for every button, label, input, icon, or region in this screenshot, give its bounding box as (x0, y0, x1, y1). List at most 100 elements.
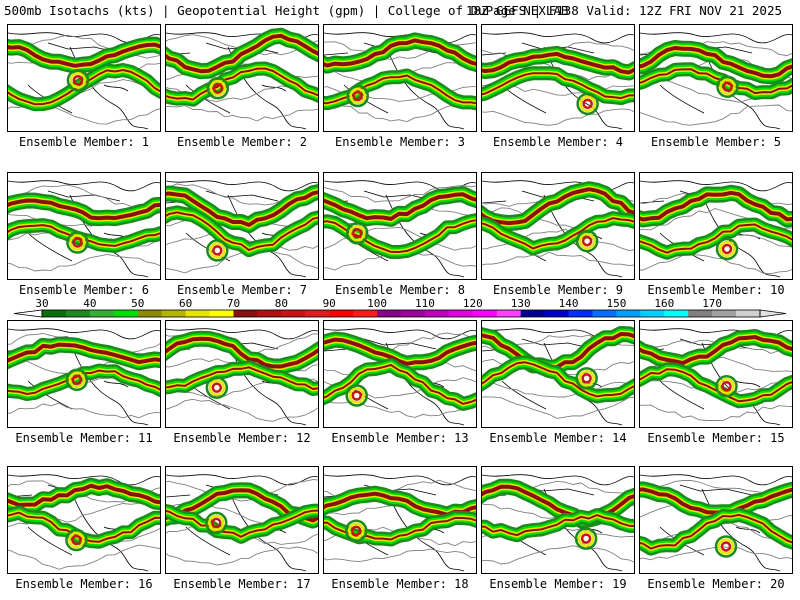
colorbar-swatch (712, 310, 737, 317)
ensemble-member-map (165, 172, 319, 280)
ensemble-member-map (323, 320, 477, 428)
colorbar-tick-label: 90 (323, 297, 336, 310)
cutoff-low (206, 76, 230, 100)
colorbar-swatch (377, 310, 402, 317)
ensemble-member-label: Ensemble Member: 6 (18, 283, 150, 297)
ensemble-member-label: Ensemble Member: 18 (331, 577, 469, 591)
cutoff-low (350, 525, 362, 537)
cutoff-low (68, 531, 85, 549)
cutoff-low (66, 69, 90, 92)
cutoff-low (205, 511, 228, 535)
height-contour (8, 402, 160, 419)
height-contour (482, 228, 634, 251)
colorbar-swatch (544, 310, 570, 317)
colorbar-swatch (640, 310, 665, 317)
colorbar-swatch (113, 310, 139, 317)
ensemble-member-map (7, 24, 161, 132)
colorbar-swatch (65, 310, 91, 317)
colorbar-tick-label: 140 (559, 297, 579, 310)
cutoff-low (582, 98, 593, 110)
cutoff-low (65, 368, 89, 392)
cutoff-low (69, 234, 86, 251)
isotach-band (166, 67, 318, 101)
isotach-band (482, 217, 634, 250)
cutoff-low (351, 390, 362, 401)
height-contour (8, 253, 160, 272)
colorbar-swatch (592, 310, 617, 317)
colorbar-tick-label: 70 (227, 297, 240, 310)
ensemble-member-map (323, 466, 477, 574)
ensemble-member-label: Ensemble Member: 15 (647, 431, 785, 445)
colorbar-right-arrow (759, 309, 787, 318)
cutoff-low (718, 240, 736, 258)
cutoff-low (345, 384, 368, 407)
cutoff-low (581, 373, 592, 384)
cutoff-low (579, 95, 596, 113)
isotach-band (482, 361, 634, 398)
cutoff-low (347, 522, 365, 540)
colorbar-swatch (736, 310, 761, 317)
ensemble-member-label: Ensemble Member: 19 (489, 577, 627, 591)
cutoff-low (68, 371, 86, 389)
isotach-band (8, 342, 160, 365)
cutoff-low (578, 370, 595, 387)
height-contour (482, 396, 634, 419)
cutoff-low (69, 72, 87, 89)
isotach-band (482, 51, 634, 75)
ensemble-member-label: Ensemble Member: 7 (176, 283, 308, 297)
cutoff-low (209, 79, 227, 97)
isotach-band (8, 42, 160, 68)
isotach-band (324, 38, 476, 68)
ensemble-member-map (165, 466, 319, 574)
colorbar-swatch (185, 310, 211, 317)
cutoff-low (721, 243, 733, 255)
ensemble-member-label: Ensemble Member: 14 (489, 431, 627, 445)
ensemble-member-label: Ensemble Member: 9 (492, 283, 624, 297)
colorbar-swatch (401, 310, 426, 317)
isotach-band (166, 190, 318, 227)
cutoff-low (718, 377, 735, 395)
cutoff-low (574, 527, 598, 550)
isotach-band (482, 484, 634, 523)
isotach-band (166, 336, 318, 369)
ensemble-member-map (639, 466, 793, 574)
isotach-band (324, 337, 476, 366)
cutoff-low (345, 222, 369, 245)
colorbar-tick-label: 100 (367, 297, 387, 310)
cutoff-low (212, 245, 223, 256)
isotach-band (482, 514, 634, 537)
cutoff-low (352, 90, 363, 102)
ensemble-member-map (481, 172, 635, 280)
ensemble-member-map (323, 24, 477, 132)
isotach-band (324, 364, 476, 405)
colorbar-swatch (281, 310, 306, 317)
isotach-band (166, 33, 318, 74)
colorbar-swatch (520, 310, 546, 317)
ensemble-member-label: Ensemble Member: 10 (647, 283, 785, 297)
colorbar-tick-label: 60 (179, 297, 192, 310)
isotach-band (166, 509, 318, 538)
isotach-band (640, 335, 792, 366)
colorbar-swatch (664, 310, 689, 317)
cutoff-low (714, 535, 738, 558)
height-contour (482, 108, 634, 126)
cutoff-low (581, 235, 593, 247)
colorbar-swatch (257, 310, 282, 317)
height-contour (324, 401, 476, 418)
colorbar-swatch (89, 310, 115, 317)
cutoff-low (209, 242, 226, 259)
colorbar-swatch (448, 310, 474, 317)
colorbar-swatch (329, 310, 354, 317)
cutoff-low (575, 367, 598, 390)
isotach-band (640, 513, 792, 550)
cutoff-low (577, 530, 595, 547)
ensemble-member-label: Ensemble Member: 1 (18, 135, 150, 149)
height-contour (640, 104, 792, 126)
coastline (166, 180, 318, 278)
colorbar-tick-label: 130 (511, 297, 531, 310)
cutoff-low (349, 87, 366, 105)
ensemble-member-map (7, 172, 161, 280)
color-legend: 30 40 50 60 70 80 90 100 110 120 130 140 150 160 170 (0, 296, 800, 320)
ensemble-member-label: Ensemble Member: 5 (650, 135, 782, 149)
height-contour (640, 254, 792, 275)
